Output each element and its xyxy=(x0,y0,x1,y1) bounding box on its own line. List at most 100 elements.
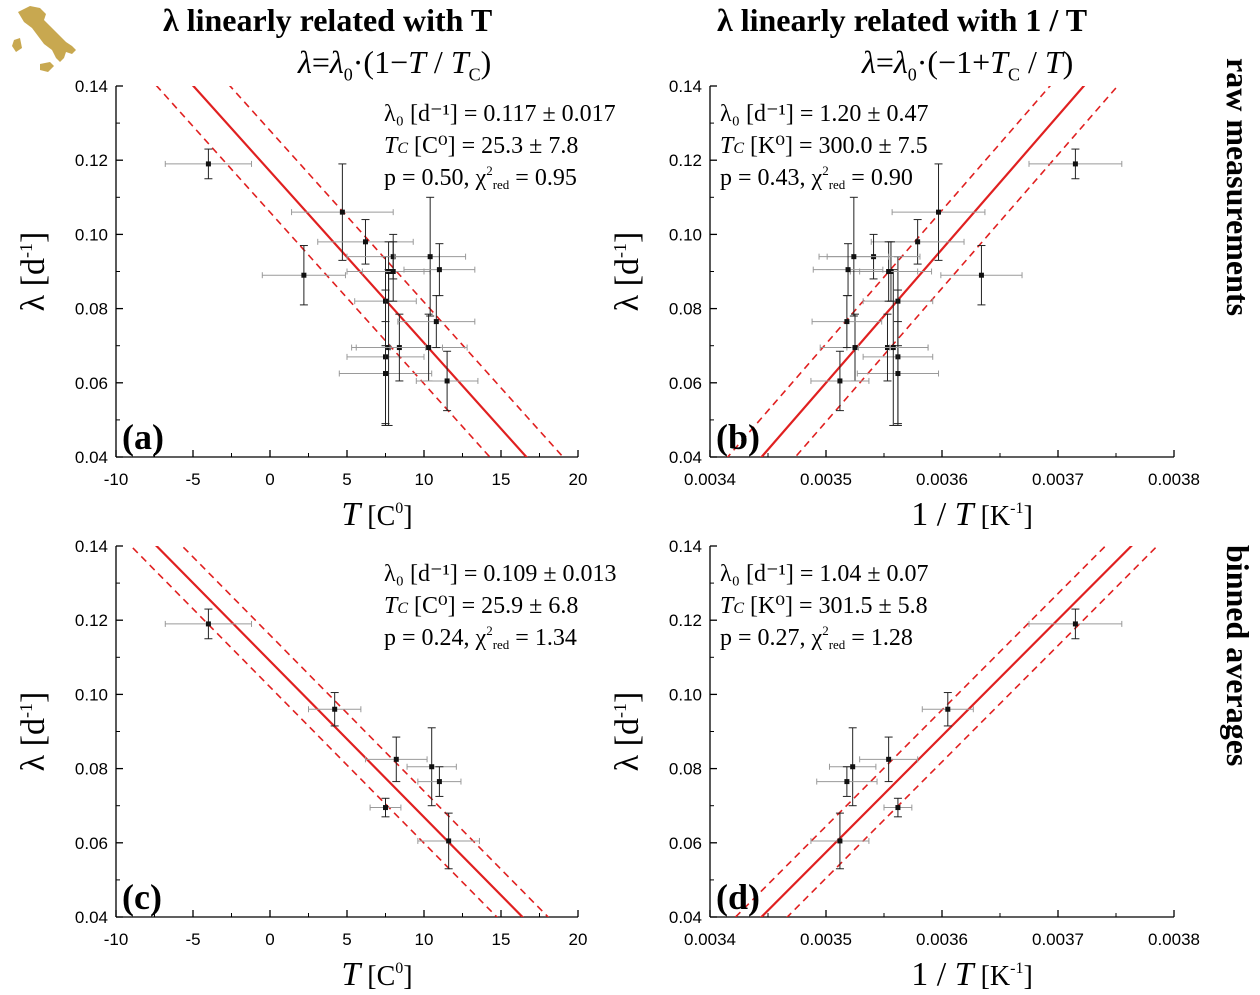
point-marker xyxy=(433,319,439,325)
fit-lines xyxy=(734,546,1159,917)
data-point xyxy=(369,797,402,818)
fit-band-upper xyxy=(181,546,550,917)
point-marker xyxy=(945,706,951,712)
data-point xyxy=(403,243,476,297)
panel-a: 0.04 0.06 0.08 0.10 0.12 0.14 -10 -5 0 5 10 15 20 λ [… xyxy=(15,77,616,533)
y-axis-label: λ [d-1] xyxy=(609,692,646,772)
point-marker xyxy=(978,272,984,278)
y-axis-label: λ [d-1] xyxy=(15,232,52,312)
data-point xyxy=(261,245,346,306)
x-tick-label: 0.0038 xyxy=(1148,470,1200,489)
data-point xyxy=(921,692,974,727)
annotation-line: p = 0.24, χ2red = 1.34 xyxy=(384,623,577,652)
fit-band-lower xyxy=(794,86,1119,457)
y-tick-label: 0.14 xyxy=(75,537,108,556)
data-point xyxy=(389,313,468,382)
data-point xyxy=(394,196,467,317)
data-point xyxy=(406,727,457,807)
point-marker xyxy=(837,378,843,384)
y-axis-label: λ [d-1] xyxy=(15,692,52,772)
y-tick-label: 0.04 xyxy=(75,908,108,927)
x-tick-label: 0.0035 xyxy=(800,470,852,489)
italy-map-icon xyxy=(12,6,76,72)
panel-label: (b) xyxy=(716,417,760,457)
y-tick-label: 0.08 xyxy=(75,760,108,779)
y-tick-label: 0.04 xyxy=(669,908,702,927)
panel-d: 0.04 0.06 0.08 0.10 0.12 0.14 0.0034 0.0035 0.00… xyxy=(609,537,1200,993)
point-marker xyxy=(205,161,211,167)
data-point xyxy=(415,350,479,412)
x-axis-label: 1 / T [K-1] xyxy=(911,956,1033,993)
col-title-1: λ linearly related with T xyxy=(163,2,493,38)
panel-label: (d) xyxy=(716,877,760,917)
x-axis-label: 1 / T [K-1] xyxy=(911,496,1033,533)
y-tick-label: 0.14 xyxy=(75,77,108,96)
x-axis-label: T [C0] xyxy=(341,956,412,993)
y-tick-label: 0.12 xyxy=(669,151,702,170)
annotation-line: p = 0.43, χ2red = 0.90 xyxy=(720,163,913,192)
point-marker xyxy=(844,319,850,325)
data-point xyxy=(291,163,394,261)
y-axis-label: λ [d-1] xyxy=(609,232,646,312)
x-tick-label: 0.0035 xyxy=(800,930,852,949)
panel-label: (a) xyxy=(122,417,164,457)
data-point xyxy=(891,163,986,261)
x-tick-label: 15 xyxy=(492,930,511,949)
x-tick-label: 0.0036 xyxy=(916,930,968,949)
y-tick-label: 0.08 xyxy=(75,300,108,319)
y-tick-label: 0.10 xyxy=(669,225,702,244)
data-point xyxy=(816,766,878,797)
y-tick-label: 0.12 xyxy=(669,611,702,630)
panel-b: 0.04 0.06 0.08 0.10 0.12 0.14 0.0034 0.0035 0.00… xyxy=(609,77,1200,533)
point-marker xyxy=(301,272,307,278)
point-marker xyxy=(895,805,901,811)
point-marker xyxy=(886,756,892,762)
y-tick-label: 0.06 xyxy=(75,374,108,393)
fit-lines xyxy=(726,86,1119,457)
data-point xyxy=(417,766,462,797)
point-marker xyxy=(426,345,432,351)
point-marker xyxy=(390,269,396,274)
y-tick-label: 0.10 xyxy=(75,685,108,704)
data-point xyxy=(828,727,877,807)
data-point xyxy=(819,313,891,382)
data-point xyxy=(397,295,476,349)
panel-c: 0.04 0.06 0.08 0.10 0.12 0.14 -10 -5 0 5 10 15 20 λ [… xyxy=(15,537,617,993)
x-tick-label: -5 xyxy=(185,930,200,949)
point-marker xyxy=(429,764,435,770)
point-marker xyxy=(339,209,345,215)
x-tick-label: 20 xyxy=(569,470,588,489)
fit-line xyxy=(155,546,525,917)
y-tick-label: 0.04 xyxy=(669,448,702,467)
point-marker xyxy=(1072,621,1078,627)
annotation-line: TC [K⁰] = 300.0 ± 7.5 xyxy=(720,133,928,159)
x-tick-label: 0.0036 xyxy=(916,470,968,489)
point-marker xyxy=(436,267,442,273)
y-tick-label: 0.14 xyxy=(669,77,702,96)
point-marker xyxy=(393,756,399,762)
fit-band-lower xyxy=(786,546,1159,917)
point-marker xyxy=(383,371,388,377)
x-tick-label: 20 xyxy=(569,930,588,949)
fit-lines xyxy=(129,546,550,917)
x-tick-label: -10 xyxy=(104,470,129,489)
data-point xyxy=(338,321,433,426)
point-marker xyxy=(362,239,368,245)
point-marker xyxy=(851,254,857,260)
data-point xyxy=(1028,148,1123,180)
x-axis-label: T [C0] xyxy=(341,496,412,533)
point-marker xyxy=(1072,161,1078,167)
y-tick-label: 0.10 xyxy=(669,685,702,704)
row-label-raw: raw measurements xyxy=(1220,58,1256,317)
col-equation-1: λ=λ0·(1−T / TC) xyxy=(298,44,492,85)
x-tick-label: -5 xyxy=(185,470,200,489)
point-marker xyxy=(444,378,450,384)
x-tick-label: 0 xyxy=(265,930,274,949)
fit-band-upper xyxy=(228,86,565,457)
x-tick-label: 0.0037 xyxy=(1032,470,1084,489)
y-tick-label: 0.06 xyxy=(669,834,702,853)
x-tick-label: 0.0034 xyxy=(684,930,736,949)
data-point xyxy=(812,243,884,297)
row-label-binned: binned averages xyxy=(1220,545,1256,767)
